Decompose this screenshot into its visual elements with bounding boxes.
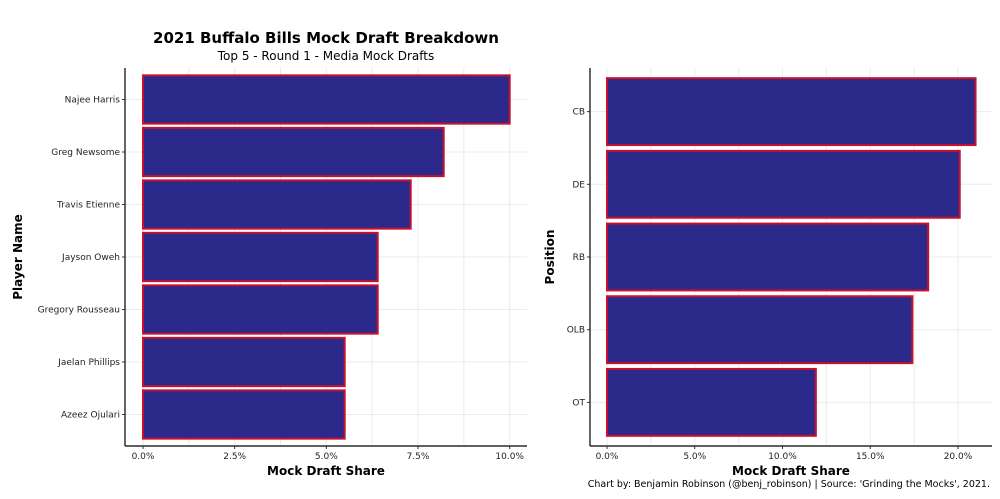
x-tick-label: 5.0% xyxy=(315,452,338,462)
x-tick-label: 2.5% xyxy=(223,452,246,462)
bar-azeez-ojulari xyxy=(142,389,346,440)
x-tick-label: 20.0% xyxy=(944,452,973,462)
y-tick-label: Jaelan Phillips xyxy=(57,358,120,368)
chart-title: 2021 Buffalo Bills Mock Draft Breakdown xyxy=(153,29,499,47)
x-tick-label: 0.0% xyxy=(132,452,155,462)
x-tick-label: 5.0% xyxy=(683,452,706,462)
x-tick-label: 0.0% xyxy=(596,452,619,462)
bar-jayson-oweh xyxy=(142,231,379,283)
y-tick-label: RB xyxy=(573,253,585,263)
bar-cb xyxy=(606,77,977,147)
x-axis-title: Mock Draft Share xyxy=(267,464,385,478)
x-tick-label: 10.0% xyxy=(768,452,797,462)
bar-greg-newsome xyxy=(142,126,445,178)
bar-najee-harris xyxy=(142,74,511,125)
y-tick-label: DE xyxy=(572,180,585,190)
bar-olb xyxy=(606,295,914,365)
bar-travis-etienne xyxy=(142,179,412,230)
x-tick-label: 15.0% xyxy=(856,452,885,462)
bar-jaelan-phillips xyxy=(142,336,346,388)
y-tick-label: Jayson Oweh xyxy=(61,253,120,263)
chart-caption: Chart by: Benjamin Robinson (@benj_robin… xyxy=(588,479,990,490)
x-axis-title: Mock Draft Share xyxy=(732,464,850,478)
x-tick-label: 7.5% xyxy=(407,452,430,462)
x-tick-label: 10.0% xyxy=(495,452,524,462)
bar-gregory-rousseau xyxy=(142,284,379,335)
y-tick-label: CB xyxy=(573,108,585,118)
bar-ot xyxy=(606,367,817,437)
y-tick-label: Najee Harris xyxy=(65,96,121,106)
position-share-panel: CB DE RB OLB OT 0.0% 5.0% 10.0% 15.0% 20.0% Mock D… xyxy=(543,68,992,478)
y-tick-label: Gregory Rousseau xyxy=(38,306,120,316)
y-tick-label: Greg Newsome xyxy=(51,148,120,158)
y-tick-label: Travis Etienne xyxy=(56,201,120,211)
y-axis-title: Player Name xyxy=(11,214,25,299)
y-tick-label: Azeez Ojulari xyxy=(61,411,120,421)
bar-rb xyxy=(606,222,930,292)
y-tick-label: OT xyxy=(572,398,585,408)
chart-subtitle: Top 5 - Round 1 - Media Mock Drafts xyxy=(217,49,434,63)
bar-de xyxy=(606,149,961,219)
y-tick-label: OLB xyxy=(567,326,585,336)
y-axis-title: Position xyxy=(543,230,557,285)
player-share-panel: Najee Harris Greg Newsome Travis Etienne Ja… xyxy=(11,68,527,478)
